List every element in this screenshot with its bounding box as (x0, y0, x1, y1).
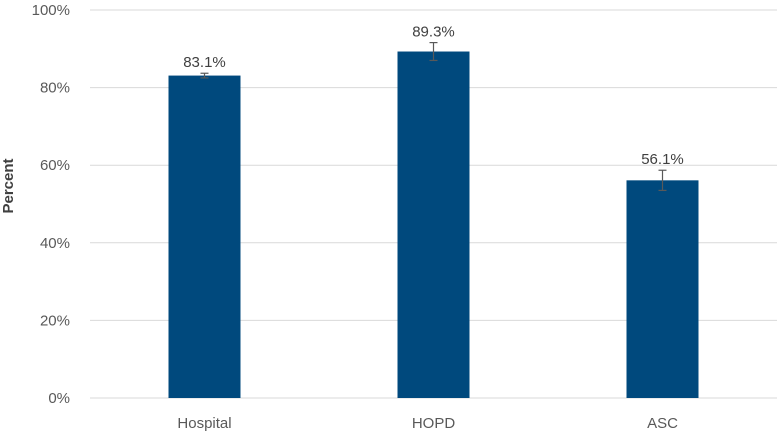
data-label-asc: 56.1% (641, 151, 684, 168)
y-tick-label: 40% (40, 235, 70, 252)
bar-hospital (168, 75, 241, 399)
y-tick-label: 60% (40, 157, 70, 174)
x-tick-labels: Hospital HOPD ASC (177, 415, 678, 432)
bars (168, 51, 699, 399)
y-tick-label: 20% (40, 312, 70, 329)
y-tick-labels: 0% 20% 40% 60% 80% 100% (32, 2, 70, 407)
y-tick-label: 80% (40, 80, 70, 97)
data-label-hospital: 83.1% (183, 54, 226, 71)
x-tick-label-asc: ASC (647, 415, 678, 432)
y-axis-title: Percent (0, 158, 17, 213)
y-tick-label: 100% (32, 2, 70, 19)
bar-hopd (397, 51, 470, 399)
y-tick-label: 0% (48, 390, 70, 407)
bar-asc (626, 180, 699, 398)
x-tick-label-hospital: Hospital (177, 415, 231, 432)
error-bar-hopd (429, 41, 438, 62)
data-labels: 83.1% 89.3% 56.1% (183, 24, 684, 169)
error-bar-hospital (200, 72, 209, 79)
x-tick-label-hopd: HOPD (412, 415, 456, 432)
data-label-hopd: 89.3% (412, 24, 455, 41)
error-bars (200, 41, 667, 192)
error-bar-asc (658, 169, 667, 192)
